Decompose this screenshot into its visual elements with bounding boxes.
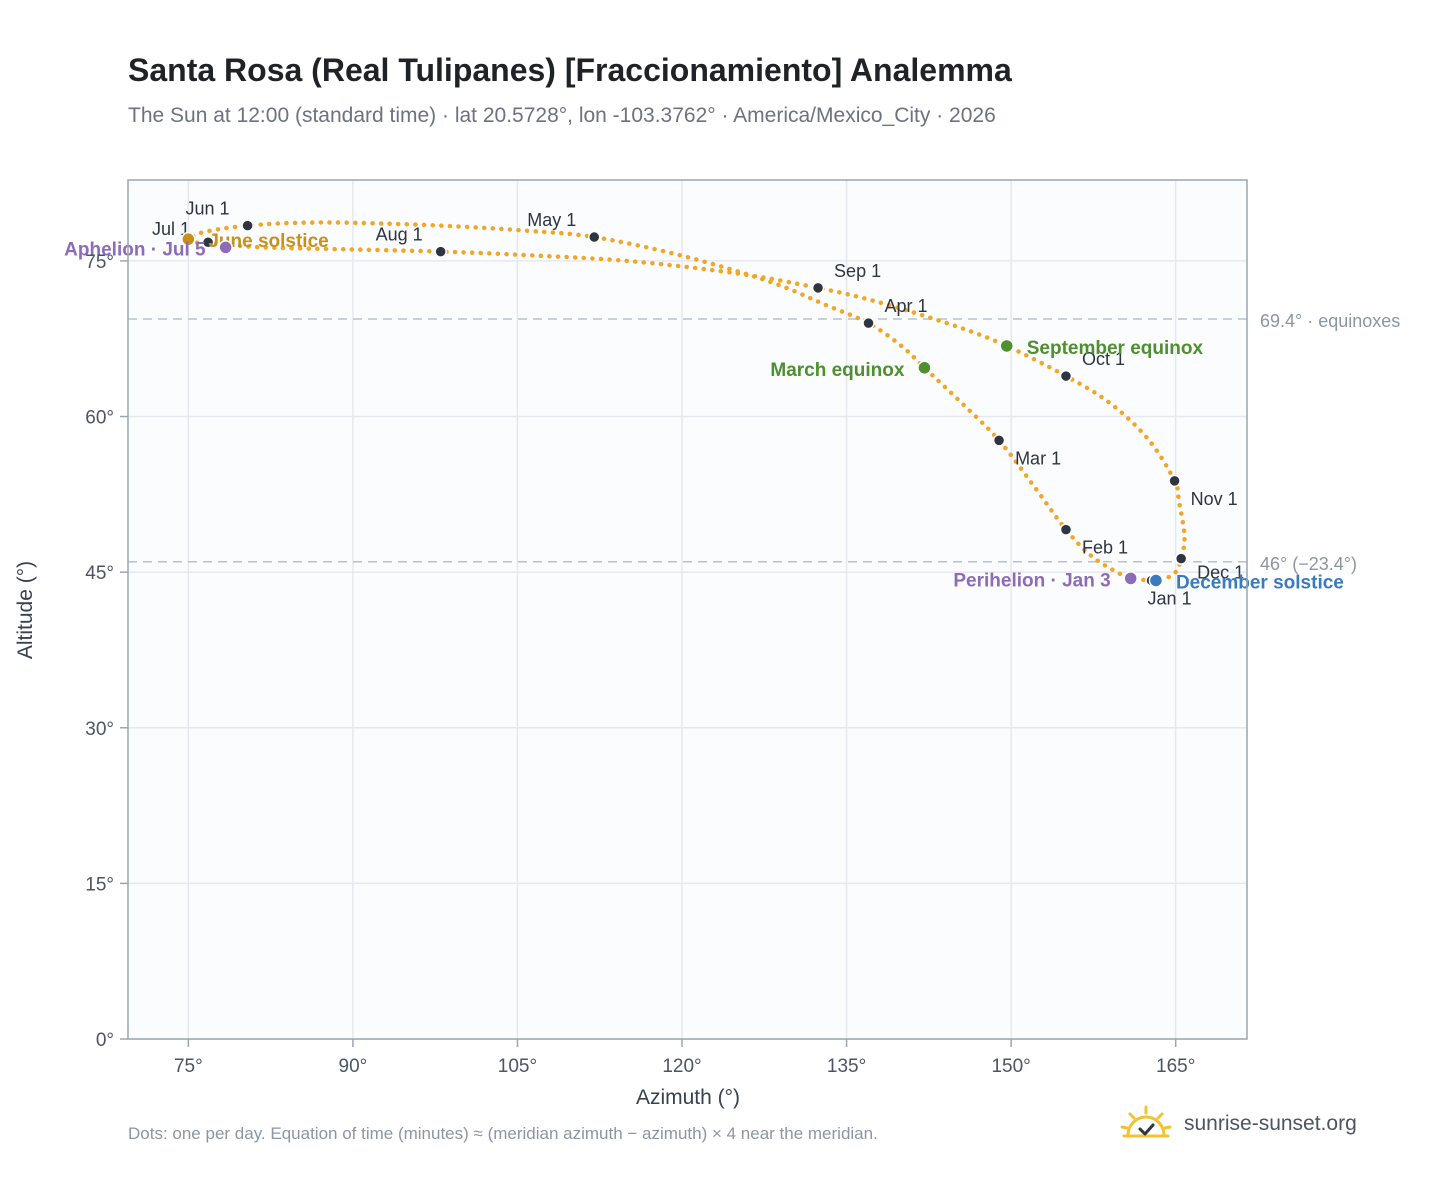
x-tick-label: 90° <box>339 1056 368 1077</box>
x-tick-label: 150° <box>991 1056 1030 1077</box>
month-marker <box>588 230 601 244</box>
axis-ticks: 75° 90° 105° 120° 135° 150° 165° 0° 15° 30° 45° 60°… <box>85 252 1195 1077</box>
x-tick-label: 105° <box>498 1056 537 1077</box>
event-label: Aphelion · Jul 5 <box>64 239 206 260</box>
month-label: Nov 1 <box>1191 489 1238 509</box>
month-label: Jan 1 <box>1148 588 1192 608</box>
y-axis-label: Altitude (°) <box>14 561 37 659</box>
event-marker <box>181 231 196 247</box>
month-label: Jul 1 <box>152 219 190 239</box>
reference-line-label: 46° (−23.4°) <box>1260 554 1357 574</box>
month-marker <box>862 316 875 330</box>
event-label: March equinox <box>770 360 905 381</box>
month-marker <box>992 434 1006 447</box>
month-marker <box>201 235 215 249</box>
month-marker <box>1059 369 1073 383</box>
event-marker <box>1123 571 1138 586</box>
y-tick-label: 0° <box>96 1030 114 1051</box>
month-label: Jun 1 <box>186 199 230 219</box>
event-markers: March equinox September equinox June solst… <box>64 231 1344 593</box>
x-tick-label: 75° <box>174 1056 203 1077</box>
month-label: Mar 1 <box>1015 448 1061 468</box>
y-tick-label: 30° <box>85 719 114 740</box>
month-marker <box>1059 523 1073 536</box>
month-label: Apr 1 <box>885 296 928 316</box>
plot-background <box>128 180 1247 1039</box>
month-marker <box>434 245 447 258</box>
event-marker <box>999 338 1014 354</box>
month-label: May 1 <box>527 210 576 230</box>
x-tick-label: 165° <box>1156 1056 1195 1077</box>
footnote: Dots: one per day. Equation of time (min… <box>128 1124 878 1143</box>
month-marker <box>811 281 825 295</box>
brand-link[interactable]: sunrise-sunset.org <box>1184 1112 1357 1135</box>
month-marker <box>241 219 254 232</box>
x-tick-label: 120° <box>662 1056 701 1077</box>
plot-frame <box>127 179 1248 1040</box>
brand-logo[interactable]: sunrise-sunset.org <box>1120 1104 1357 1144</box>
month-marker <box>1174 552 1188 565</box>
page-title: Santa Rosa (Real Tulipanes) [Fraccionami… <box>128 52 1012 88</box>
event-label: Perihelion · Jan 3 <box>953 570 1110 591</box>
event-marker <box>218 240 233 255</box>
y-tick-label: 45° <box>85 563 114 584</box>
event-label: December solstice <box>1176 572 1344 593</box>
event-marker <box>917 360 932 376</box>
event-marker <box>1148 573 1164 588</box>
event-label: September equinox <box>1027 338 1204 359</box>
y-tick-label: 75° <box>85 252 114 273</box>
month-marker <box>1168 474 1181 488</box>
reference-lines: 69.4° · equinoxes 46° (−23.4°) <box>128 311 1400 574</box>
month-label: Feb 1 <box>1082 538 1128 558</box>
x-axis-label: Azimuth (°) <box>636 1086 740 1109</box>
y-tick-label: 60° <box>85 408 114 429</box>
event-label: June solstice <box>208 231 328 252</box>
page-subtitle: The Sun at 12:00 (standard time) · lat 2… <box>128 104 996 127</box>
month-label: Dec 1 <box>1197 563 1244 583</box>
reference-line-label: 69.4° · equinoxes <box>1260 311 1400 331</box>
month-label: Oct 1 <box>1082 349 1125 369</box>
x-tick-label: 135° <box>827 1056 866 1077</box>
month-label: Aug 1 <box>376 225 423 245</box>
month-label: Sep 1 <box>834 261 881 281</box>
y-tick-label: 15° <box>85 874 114 895</box>
sun-logo-icon <box>1120 1105 1172 1138</box>
